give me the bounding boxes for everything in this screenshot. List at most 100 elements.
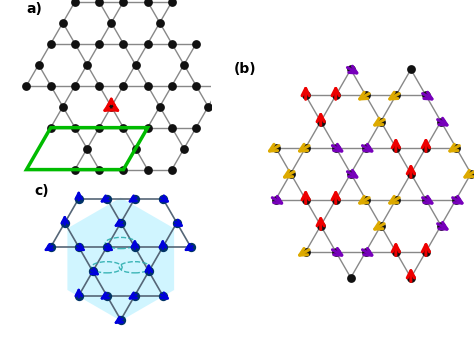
Point: [347, 275, 355, 280]
Point: [71, 167, 79, 172]
Point: [332, 93, 339, 98]
Point: [59, 20, 67, 26]
Point: [422, 249, 430, 254]
Point: [119, 83, 127, 88]
Point: [61, 220, 69, 225]
Point: [75, 196, 82, 201]
Point: [173, 220, 181, 225]
Point: [217, 83, 224, 88]
Point: [47, 41, 55, 46]
Point: [422, 197, 430, 202]
Point: [392, 145, 400, 150]
Point: [156, 104, 164, 109]
Point: [47, 83, 55, 88]
Point: [377, 119, 384, 124]
Point: [103, 293, 110, 298]
Point: [168, 0, 176, 4]
Point: [117, 220, 125, 225]
Point: [192, 41, 200, 46]
Point: [59, 104, 67, 109]
Point: [317, 119, 325, 124]
Point: [103, 244, 110, 250]
Point: [83, 62, 91, 68]
Point: [108, 104, 115, 109]
Point: [95, 41, 103, 46]
Point: [159, 196, 166, 201]
Point: [103, 196, 110, 201]
Point: [35, 62, 42, 68]
Point: [362, 145, 370, 150]
Point: [302, 145, 310, 150]
Point: [119, 0, 127, 4]
Point: [132, 62, 139, 68]
Point: [362, 249, 370, 254]
Point: [362, 197, 370, 202]
Point: [47, 125, 55, 130]
Point: [317, 223, 325, 228]
Point: [23, 83, 30, 88]
Point: [407, 275, 415, 280]
Text: (b): (b): [234, 62, 256, 76]
Point: [204, 104, 212, 109]
Point: [131, 196, 138, 201]
Point: [117, 317, 125, 323]
Point: [119, 167, 127, 172]
Point: [392, 93, 400, 98]
Point: [159, 244, 166, 250]
Point: [71, 83, 79, 88]
Text: c): c): [34, 183, 48, 197]
Point: [119, 125, 127, 130]
Point: [407, 67, 415, 72]
Point: [95, 167, 103, 172]
Point: [89, 269, 97, 274]
Point: [377, 223, 384, 228]
Point: [192, 83, 200, 88]
Point: [95, 125, 103, 130]
Point: [180, 62, 188, 68]
Point: [168, 167, 176, 172]
Point: [108, 20, 115, 26]
Point: [180, 146, 188, 151]
Point: [168, 41, 176, 46]
Point: [467, 171, 474, 176]
Point: [302, 197, 310, 202]
Point: [71, 41, 79, 46]
Point: [83, 146, 91, 151]
Point: [437, 223, 445, 228]
Point: [192, 125, 200, 130]
Point: [422, 145, 430, 150]
Point: [131, 293, 138, 298]
Point: [159, 293, 166, 298]
Point: [95, 83, 103, 88]
Point: [131, 244, 138, 250]
Point: [362, 93, 370, 98]
Point: [347, 67, 355, 72]
Point: [302, 93, 310, 98]
Polygon shape: [67, 197, 174, 321]
Text: a): a): [27, 2, 42, 16]
Point: [168, 83, 176, 88]
Point: [332, 197, 339, 202]
Point: [144, 83, 151, 88]
Point: [144, 125, 151, 130]
Point: [437, 119, 445, 124]
Point: [452, 197, 460, 202]
Point: [452, 145, 460, 150]
Point: [392, 249, 400, 254]
Point: [187, 244, 195, 250]
Point: [71, 0, 79, 4]
Point: [407, 171, 415, 176]
Point: [75, 244, 82, 250]
Point: [302, 249, 310, 254]
Point: [332, 249, 339, 254]
Point: [287, 171, 294, 176]
Point: [145, 269, 153, 274]
Point: [95, 0, 103, 4]
Point: [132, 146, 139, 151]
Point: [144, 167, 151, 172]
Point: [392, 197, 400, 202]
Point: [71, 125, 79, 130]
Point: [272, 197, 279, 202]
Point: [119, 41, 127, 46]
Point: [332, 145, 339, 150]
